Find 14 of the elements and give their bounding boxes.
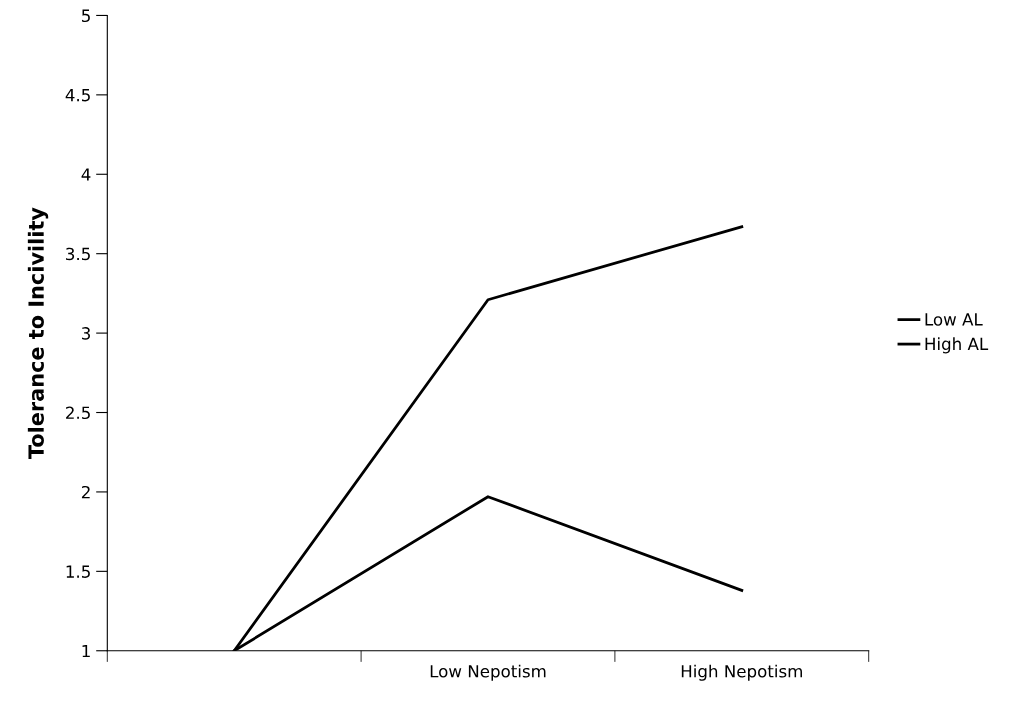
y-tick-label: 2 bbox=[81, 485, 90, 499]
x-tick-label: Low Nepotism bbox=[430, 664, 546, 681]
y-tick-label: 3 bbox=[82, 327, 90, 340]
y-axis-title: Tolerance to Incivility bbox=[27, 207, 49, 460]
y-tick-label: 3.5 bbox=[66, 247, 90, 261]
legend-label: High AL bbox=[925, 337, 989, 354]
y-tick-label: 2.5 bbox=[66, 406, 90, 420]
x-tick-label: High Nepotism bbox=[681, 664, 802, 681]
y-tick-label: 4 bbox=[81, 168, 91, 181]
y-tick-label: 1 bbox=[82, 644, 90, 658]
legend-label: Low AL bbox=[925, 313, 983, 326]
y-tick-label: 5 bbox=[82, 9, 90, 23]
y-tick-label: 1.5 bbox=[66, 565, 90, 578]
y-tick-label: 4.5 bbox=[65, 89, 90, 102]
